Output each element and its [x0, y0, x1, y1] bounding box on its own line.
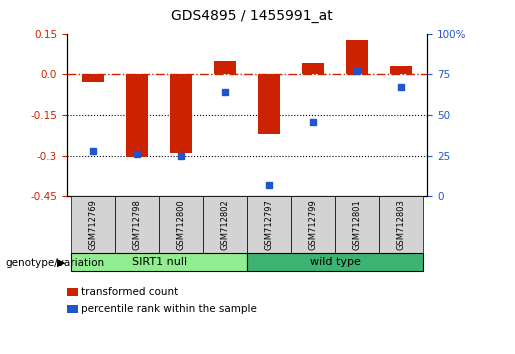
Bar	[291, 196, 335, 253]
Text: GSM712799: GSM712799	[308, 199, 318, 250]
Text: percentile rank within the sample: percentile rank within the sample	[81, 304, 258, 314]
Point	[353, 68, 361, 74]
Point	[221, 90, 229, 95]
Text: ▶: ▶	[57, 258, 65, 268]
Text: wild type: wild type	[310, 257, 360, 267]
Bar	[203, 196, 247, 253]
Bar	[126, 74, 148, 157]
Bar	[379, 196, 423, 253]
Text: GSM712801: GSM712801	[353, 199, 362, 250]
Point	[397, 85, 405, 90]
Bar	[247, 253, 423, 271]
Bar	[346, 40, 368, 74]
Text: GSM712769: GSM712769	[89, 199, 98, 250]
Bar	[335, 196, 379, 253]
Point	[133, 151, 142, 157]
Bar	[170, 74, 192, 153]
Text: transformed count: transformed count	[81, 287, 179, 297]
Text: GSM712798: GSM712798	[133, 199, 142, 250]
Point	[177, 153, 185, 159]
Bar	[72, 253, 247, 271]
Text: GSM712803: GSM712803	[397, 199, 406, 250]
Bar	[72, 196, 115, 253]
Text: GDS4895 / 1455991_at: GDS4895 / 1455991_at	[171, 9, 333, 23]
Bar	[82, 74, 105, 82]
Bar	[258, 74, 280, 134]
Point	[265, 182, 273, 188]
Text: GSM712800: GSM712800	[177, 199, 186, 250]
Bar	[302, 63, 324, 74]
Bar	[159, 196, 203, 253]
Bar	[247, 196, 291, 253]
Text: GSM712797: GSM712797	[265, 199, 273, 250]
Bar	[214, 61, 236, 74]
Point	[89, 148, 97, 154]
Text: SIRT1 null: SIRT1 null	[132, 257, 187, 267]
Text: GSM712802: GSM712802	[221, 199, 230, 250]
Text: genotype/variation: genotype/variation	[5, 258, 104, 268]
Point	[309, 119, 317, 124]
Bar	[115, 196, 159, 253]
Bar	[390, 66, 412, 74]
